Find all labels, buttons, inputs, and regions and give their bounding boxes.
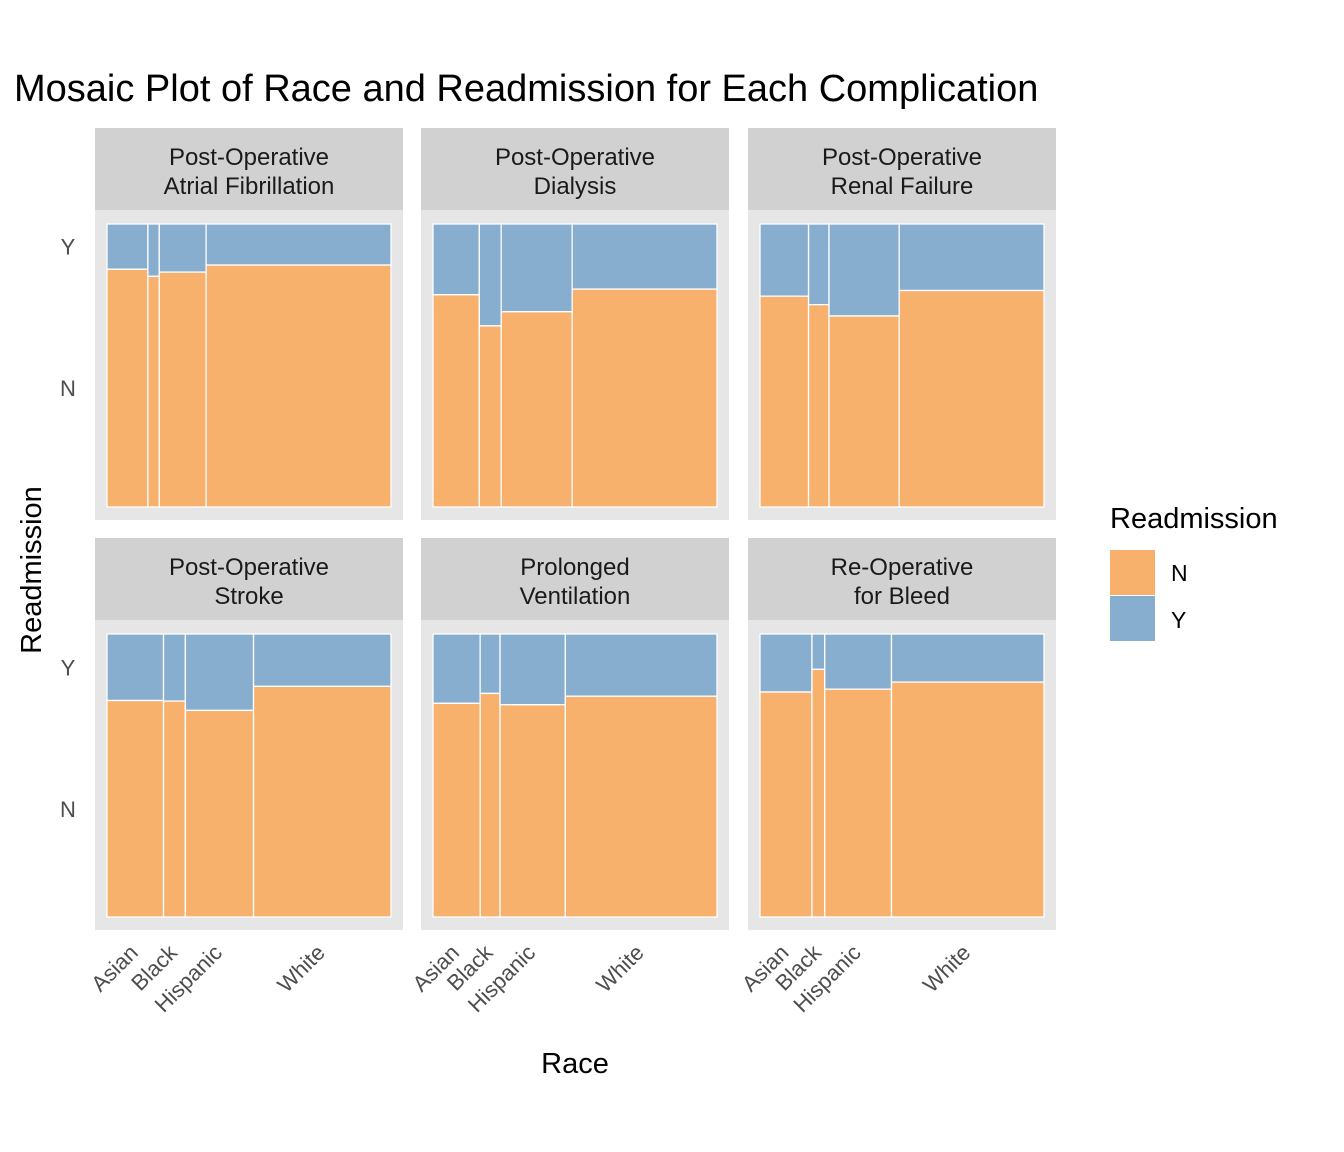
facet-strip	[95, 128, 403, 210]
mosaic-tile-y	[147, 223, 160, 278]
legend-key-y	[1110, 596, 1155, 641]
facet-label: Post-Operative	[822, 144, 982, 171]
facet-strip	[421, 128, 729, 210]
mosaic-tile-y	[184, 633, 255, 712]
mosaic-tile-y	[571, 223, 718, 290]
facet-panel: Post-OperativeStrokeYNAsianBlackHispanic…	[60, 538, 403, 1017]
legend-label-n: N	[1171, 560, 1188, 586]
mosaic-tile-y	[432, 633, 481, 704]
mosaic-tile-n	[811, 668, 826, 918]
mosaic-tile-n	[478, 325, 502, 508]
mosaic-tile-n	[500, 311, 573, 508]
facet-strip	[95, 538, 403, 620]
facet-strip	[421, 538, 729, 620]
mosaic-tile-n	[432, 294, 480, 508]
facet-strip	[748, 128, 1056, 210]
y-tick-label: N	[60, 797, 76, 822]
mosaic-tile-n	[807, 304, 830, 508]
mosaic-tile-n	[898, 289, 1045, 508]
mosaic-tile-y	[499, 633, 566, 706]
mosaic-tile-n	[106, 268, 149, 508]
mosaic-tile-y	[162, 633, 187, 702]
mosaic-tile-y	[479, 633, 501, 695]
mosaic-tile-n	[184, 709, 255, 918]
y-axis-title: Readmission	[16, 486, 48, 654]
mosaic-tile-y	[828, 223, 900, 317]
mosaic-tile-n	[759, 691, 813, 918]
mosaic-tile-n	[479, 692, 501, 918]
mosaic-tile-y	[759, 223, 810, 297]
x-tick-label: White	[272, 940, 329, 997]
mosaic-tile-n	[162, 700, 187, 918]
facet-label: Atrial Fibrillation	[164, 173, 335, 200]
mosaic-tile-n	[828, 315, 900, 508]
mosaic-tile-y	[500, 223, 573, 313]
chart-title: Mosaic Plot of Race and Readmission for …	[14, 68, 1038, 110]
mosaic-tile-n	[890, 681, 1045, 918]
facet-label: Re-Operative	[831, 554, 974, 581]
mosaic-tile-n	[759, 295, 810, 508]
facet-label: Post-Operative	[169, 144, 329, 171]
legend-title: Readmission	[1110, 503, 1278, 535]
mosaic-tile-y	[759, 633, 813, 693]
mosaic-tile-n	[571, 288, 718, 508]
facet-label: Ventilation	[520, 583, 631, 610]
mosaic-tile-y	[205, 223, 392, 266]
facet-strip	[748, 538, 1056, 620]
x-tick-label: Asian	[86, 940, 143, 997]
mosaic-tile-n	[824, 688, 893, 918]
mosaic-tile-y	[824, 633, 893, 690]
y-tick-label: Y	[61, 235, 76, 260]
mosaic-tile-y	[478, 223, 502, 327]
mosaic-tile-y	[106, 633, 165, 702]
x-tick-label: White	[918, 940, 975, 997]
mosaic-tile-n	[158, 271, 207, 508]
mosaic-tile-y	[811, 633, 826, 671]
y-tick-label: Y	[61, 655, 76, 680]
facet-label: Renal Failure	[831, 173, 974, 200]
mosaic-tile-y	[252, 633, 392, 688]
mosaic-tile-n	[252, 685, 392, 918]
facet-label: Post-Operative	[169, 554, 329, 581]
mosaic-tile-n	[106, 699, 165, 918]
facet-label: Stroke	[214, 583, 283, 610]
mosaic-tile-y	[432, 223, 480, 296]
mosaic-tile-y	[807, 223, 830, 306]
mosaic-tile-y	[890, 633, 1045, 683]
mosaic-tile-n	[147, 275, 160, 508]
facet-label: Prolonged	[520, 554, 629, 581]
mosaic-tile-y	[158, 223, 207, 273]
facet-label: Dialysis	[534, 173, 617, 200]
mosaic-tile-y	[898, 223, 1045, 292]
y-tick-label: N	[60, 376, 76, 401]
mosaic-tile-y	[564, 633, 718, 697]
legend-key-n	[1110, 550, 1155, 595]
mosaic-tile-n	[205, 264, 392, 508]
facet-label: for Bleed	[854, 583, 950, 610]
mosaic-tile-y	[106, 223, 149, 270]
x-tick-label: White	[591, 940, 648, 997]
legend: Readmission N Y	[1110, 503, 1278, 641]
mosaic-tile-n	[564, 695, 718, 918]
mosaic-tile-n	[432, 702, 481, 918]
legend-label-y: Y	[1171, 607, 1186, 633]
x-axis-title: Race	[541, 1048, 609, 1080]
mosaic-tile-n	[499, 704, 566, 918]
facet-label: Post-Operative	[495, 144, 655, 171]
